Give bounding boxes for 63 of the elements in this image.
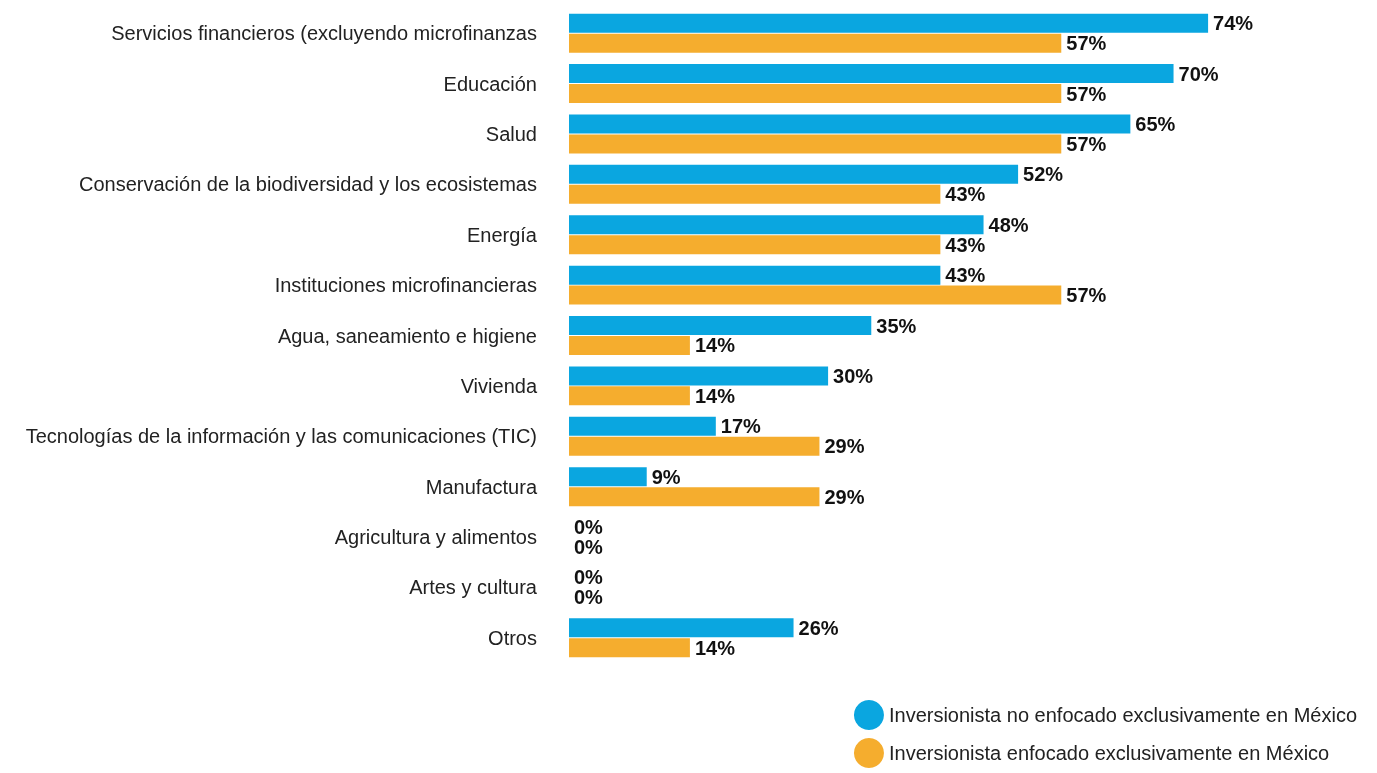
bar xyxy=(569,114,1131,134)
data-label: 9% xyxy=(651,465,681,488)
data-label: 52% xyxy=(1023,163,1064,186)
data-label: 0% xyxy=(574,516,604,539)
bar xyxy=(569,335,690,355)
bar xyxy=(569,366,829,386)
bar xyxy=(569,235,941,255)
data-label: 48% xyxy=(988,213,1029,236)
y-tick-label: Manufactura xyxy=(425,475,538,498)
data-label: 30% xyxy=(833,364,874,387)
bar xyxy=(569,164,1019,184)
bar xyxy=(569,64,1174,84)
data-label: 57% xyxy=(1066,132,1107,155)
data-label: 35% xyxy=(876,314,917,337)
y-tick-label: Conservación de la biodiversidad y los ecosistemas xyxy=(78,173,537,196)
bar xyxy=(569,467,647,487)
data-label: 14% xyxy=(694,334,736,357)
data-label: 43% xyxy=(945,264,986,287)
data-label: 26% xyxy=(798,616,839,639)
y-tick-label: Otros xyxy=(488,626,537,649)
y-tick-label: Agua, saneamiento e higiene xyxy=(277,324,537,347)
data-label: 0% xyxy=(574,586,604,609)
y-tick-label: Energía xyxy=(466,223,538,246)
data-label: 43% xyxy=(945,183,986,206)
bar xyxy=(569,416,716,436)
y-tick-label: Instituciones microfinancieras xyxy=(274,274,537,297)
data-label: 17% xyxy=(720,415,762,438)
bar xyxy=(569,84,1062,104)
data-label: 65% xyxy=(1135,112,1176,135)
data-label: 14% xyxy=(694,636,736,659)
bar xyxy=(569,487,820,507)
data-label: 14% xyxy=(694,384,736,407)
bar xyxy=(569,618,794,638)
data-label: 57% xyxy=(1066,284,1107,307)
data-label: 43% xyxy=(945,233,986,256)
y-tick-label: Artes y cultura xyxy=(409,576,538,599)
data-label: 29% xyxy=(824,435,865,458)
data-label: 74% xyxy=(1213,12,1254,35)
data-label: 0% xyxy=(574,536,604,559)
bar xyxy=(569,265,941,285)
data-label: 57% xyxy=(1066,32,1107,55)
bar xyxy=(569,638,690,658)
bar xyxy=(569,215,984,235)
legend-label: Inversionista no enfocado exclusivamente en México xyxy=(888,704,1358,726)
bar xyxy=(569,316,872,336)
bar xyxy=(569,436,820,456)
bar xyxy=(569,33,1062,53)
data-label: 29% xyxy=(824,485,865,508)
bar xyxy=(569,386,690,406)
y-tick-label: Vivienda xyxy=(460,374,538,397)
y-tick-label: Educación xyxy=(443,72,537,95)
y-tick-label: Salud xyxy=(485,122,537,145)
y-tick-label: Servicios financieros (excluyendo microfinanzas xyxy=(111,22,537,45)
bar xyxy=(569,13,1209,33)
bar xyxy=(569,184,941,204)
y-tick-label: Agricultura y alimentos xyxy=(334,526,537,549)
data-label: 57% xyxy=(1066,82,1107,105)
bar xyxy=(569,285,1062,305)
y-tick-label: Tecnologías de la información y las comunicaciones (TIC) xyxy=(25,425,537,448)
data-label: 0% xyxy=(574,566,604,589)
bar xyxy=(569,134,1062,154)
data-label: 70% xyxy=(1178,62,1219,85)
legend-label: Inversionista enfocado exclusivamente en México xyxy=(888,742,1330,764)
